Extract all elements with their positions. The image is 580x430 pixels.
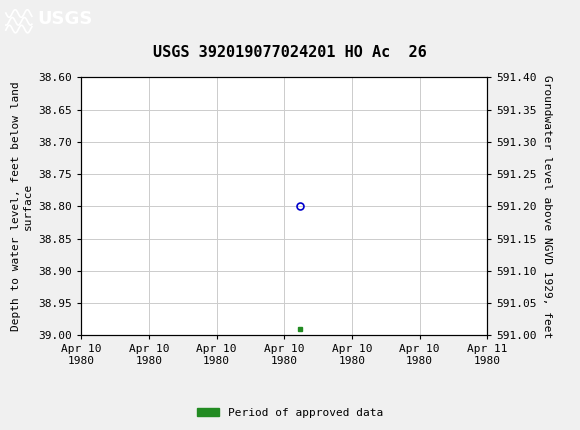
Y-axis label: Groundwater level above NGVD 1929, feet: Groundwater level above NGVD 1929, feet [542, 75, 552, 338]
Legend: Period of approved data: Period of approved data [193, 403, 387, 422]
Text: USGS 392019077024201 HO Ac  26: USGS 392019077024201 HO Ac 26 [153, 45, 427, 60]
Y-axis label: Depth to water level, feet below land
surface: Depth to water level, feet below land su… [11, 82, 33, 331]
Text: USGS: USGS [38, 10, 93, 28]
